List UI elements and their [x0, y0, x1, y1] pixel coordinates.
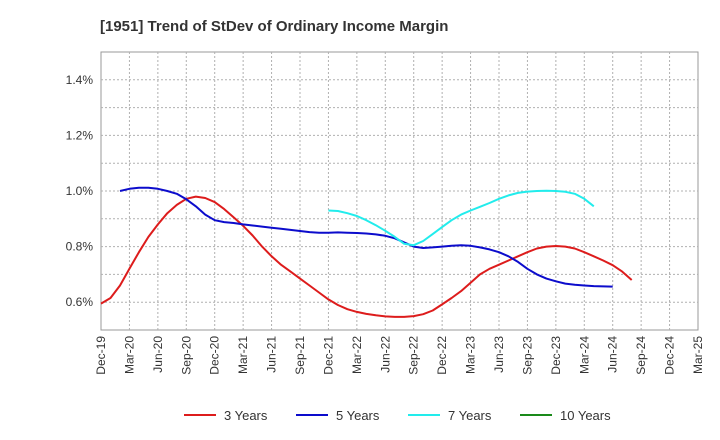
series-line-5-years: [119, 186, 613, 288]
x-tick-label: Mar-21: [236, 336, 250, 374]
x-tick-label: Dec-21: [321, 336, 335, 375]
x-axis-ticks: Dec-19 Mar-20 Jun-20 Sep-20 Dec-20 Mar-21 Jun-…: [94, 336, 705, 375]
x-tick-label: Mar-20: [122, 336, 136, 374]
x-tick-label: Dec-24: [663, 336, 677, 375]
y-tick-label: 1.2%: [66, 128, 94, 142]
y-tick-label: 0.6%: [66, 295, 94, 309]
x-tick-label: Jun-24: [606, 336, 620, 373]
chart-title: [1951] Trend of StDev of Ordinary Income…: [100, 18, 448, 35]
legend-label-7-years: 7 Years: [448, 408, 492, 423]
series-line-3-years: [100, 195, 633, 318]
x-tick-label: Dec-22: [435, 336, 449, 375]
y-tick-label: 0.8%: [66, 240, 94, 254]
series-line-7-years: [328, 189, 595, 247]
x-tick-label: Sep-23: [520, 336, 534, 375]
legend-label-10-years: 10 Years: [560, 408, 611, 423]
x-tick-label: Sep-20: [179, 336, 193, 375]
legend-label-3-years: 3 Years: [224, 408, 268, 423]
x-tick-label: Jun-23: [492, 336, 506, 373]
series-lines: [100, 186, 633, 318]
legend: 3 Years 5 Years 7 Years 10 Years: [184, 408, 611, 423]
x-tick-label: Mar-22: [350, 336, 364, 374]
x-tick-label: Mar-25: [691, 336, 705, 374]
x-tick-label: Dec-23: [549, 336, 563, 375]
grid-lines: [101, 52, 698, 330]
x-tick-label: Sep-24: [634, 336, 648, 375]
legend-label-5-years: 5 Years: [336, 408, 380, 423]
x-tick-label: Dec-19: [94, 336, 108, 375]
x-tick-label: Mar-23: [464, 336, 478, 374]
x-tick-label: Jun-22: [378, 336, 392, 373]
x-tick-label: Sep-21: [293, 336, 307, 375]
x-tick-label: Dec-20: [208, 336, 222, 375]
x-tick-label: Jun-20: [151, 336, 165, 373]
y-tick-label: 1.4%: [66, 73, 94, 87]
x-tick-label: Jun-21: [265, 336, 279, 373]
x-tick-label: Sep-22: [407, 336, 421, 375]
y-axis-ticks: 0.6% 0.8% 1.0% 1.2% 1.4%: [66, 73, 94, 309]
x-tick-label: Mar-24: [577, 336, 591, 374]
y-tick-label: 1.0%: [66, 184, 94, 198]
